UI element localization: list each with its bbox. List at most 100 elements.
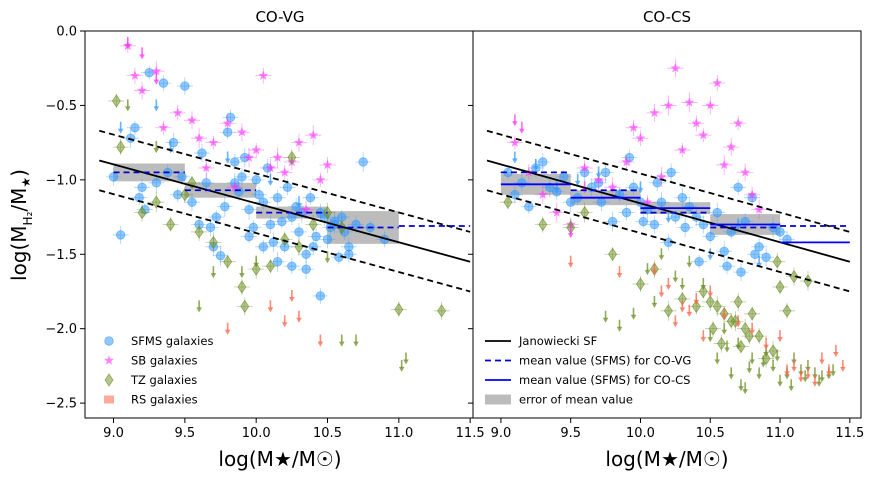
data-point [705,100,716,110]
data-point [115,230,126,240]
upper-limit-arrow-head [788,386,795,392]
plot-body [99,36,471,372]
data-point [258,242,269,252]
data-point [222,118,233,128]
upper-limit-arrow-head [707,337,714,343]
upper-limit-arrow-head [602,317,609,323]
data-point [194,133,205,143]
upper-limit-arrow-head [616,326,623,332]
data-point [158,78,169,88]
x-tick-label: 9.0 [103,426,124,441]
panel-title-co-cs: CO-CS [643,8,691,26]
upper-limit-arrow-head [117,128,124,134]
x-tick-label: 11.0 [384,426,413,441]
upper-limit-arrow-head [746,368,753,374]
data-point [750,249,760,259]
axes-frame-co-cs [472,30,862,419]
upper-limit-arrow-head [802,377,808,383]
upper-limits [602,248,836,395]
upper-limit-arrow-head [567,262,574,268]
data-point [287,261,297,271]
data-point [344,242,354,252]
panel-co-vg: CO-VG 9.0 9.5 10.0 10.5 11.0 11.5 0.0 −0.5 −1.0 −… [45,8,484,471]
data-point [111,94,121,108]
data-point [240,299,250,314]
data-point [311,231,321,242]
data-point [551,207,562,217]
upper-limit-arrow-head [567,232,574,238]
upper-limit-arrow-head [403,359,409,365]
upper-limit-arrow-head [139,54,145,60]
data-point [775,227,785,237]
data-point [663,100,674,110]
data-point [719,159,730,170]
data-point [137,85,147,95]
legend-entry: SB galaxies [104,354,198,368]
upper-limit-arrow-head [686,262,693,268]
upper-limit-arrow-head [798,377,804,383]
upper-limit-arrow-head [707,292,714,298]
data-point [607,182,618,192]
data-point [272,257,283,267]
data-point [677,193,688,203]
legend-marker [104,373,114,387]
upper-limit-arrow-head [317,341,324,347]
data-point [265,219,276,230]
data-point [712,299,722,314]
data-point [733,118,744,128]
x-tick-label: 9.0 [491,426,512,441]
upper-limit-arrow-head [714,359,721,365]
upper-limit-arrow-head [735,225,741,231]
upper-limit-arrow-head [253,262,259,268]
data-point [265,259,275,273]
upper-limit-arrow-head [658,255,665,261]
data-point [621,156,632,167]
data-point [538,157,548,167]
upper-limit-arrow-head [707,255,714,261]
upper-limit-arrow-head [819,359,825,365]
upper-limit-arrow-head [721,329,728,335]
data-point [698,284,708,299]
data-point [308,217,318,232]
data-point [251,144,262,155]
data-point [705,231,715,242]
data-point [726,141,737,152]
data-point [280,232,290,247]
upper-limit-arrow-head [672,277,679,283]
x-tick-label: 11.5 [835,426,864,441]
data-point [205,222,216,233]
upper-limit-arrow-head [749,329,755,335]
upper-limits [117,99,302,209]
data-point [775,280,785,294]
data-point [772,254,782,269]
upper-limit-arrow-head [686,311,693,317]
upper-limit-arrow-head [616,273,623,279]
legend-entry: mean value (SFMS) for CO-VG [485,354,691,368]
legend-label: Janowiecki SF [518,334,597,348]
data-point [670,63,681,73]
data-point [740,167,751,177]
data-point [565,197,576,207]
legend-entry: TZ galaxies [104,373,197,387]
data-point [208,137,219,147]
data-point [201,162,212,173]
upper-limit-arrow-head [196,307,202,313]
data-point [265,162,276,173]
data-point [694,257,704,267]
data-point [656,197,667,207]
upper-limit-arrow-head [816,381,822,387]
data-point [680,222,690,233]
upper-limit-arrow-head [519,128,525,134]
y-tick-label: −2.0 [45,322,77,337]
data-point [166,217,176,232]
data-point [158,122,169,132]
data-point [517,178,527,188]
data-point [509,137,520,147]
data-point [652,178,662,188]
data-point [559,172,569,182]
janowiecki-line-2 [486,189,851,293]
data-point [510,190,520,200]
upper-limit-arrow-head [760,362,767,368]
data-point [137,182,147,192]
upper-limit-arrow-head [512,121,518,127]
